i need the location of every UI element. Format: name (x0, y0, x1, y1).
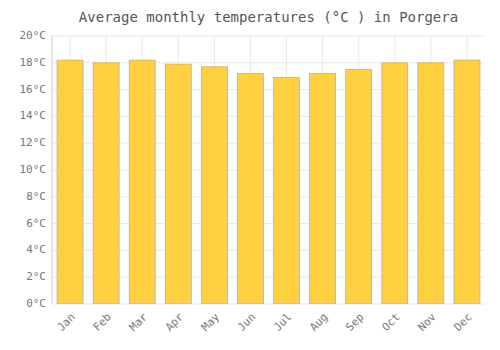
bar (237, 74, 263, 304)
y-tick-label: 6°C (26, 217, 46, 230)
bar (346, 70, 372, 305)
y-axis-line (52, 36, 53, 304)
y-tick-label: 16°C (20, 83, 47, 96)
x-tick-label: Apr (163, 310, 187, 334)
bar (201, 67, 227, 304)
title: Average monthly temperatures (°C ) in Po… (79, 9, 458, 25)
bar (274, 78, 300, 304)
bar (382, 63, 408, 304)
y-tick-label: 12°C (20, 136, 47, 149)
bars (57, 60, 480, 304)
chart-container: 0°C 2°C 4°C 6°C 8°C 10°C 12°C 14°C 16°C 18°C 20°C J… (0, 0, 500, 350)
chart: 0°C 2°C 4°C 6°C 8°C 10°C 12°C 14°C 16°C 18°C 20°C J… (0, 0, 500, 350)
bar (129, 60, 155, 304)
x-tick-label: Mar (127, 310, 151, 334)
y-tick-label: 8°C (26, 190, 46, 203)
bar (454, 60, 480, 304)
y-tick-label: 10°C (20, 163, 47, 176)
x-tick-label: Aug (307, 311, 330, 334)
x-tick-label: Feb (91, 311, 114, 334)
x-tick-label: Sep (343, 311, 366, 334)
x-tick-label: Nov (415, 310, 439, 334)
bar (93, 63, 119, 304)
x-tick-label: Oct (379, 311, 402, 334)
x-tick-label: May (199, 310, 223, 334)
y-tick-label: 14°C (20, 109, 47, 122)
y-tick-label: 4°C (26, 243, 46, 256)
x-tick-label: Jul (271, 311, 294, 334)
grid (52, 36, 485, 304)
y-axis: 0°C 2°C 4°C 6°C 8°C 10°C 12°C 14°C 16°C 18°C 20°C (20, 29, 47, 310)
bar (418, 63, 444, 304)
x-tick-label: Dec (451, 311, 474, 334)
bar (57, 60, 83, 304)
y-tick-label: 2°C (26, 270, 46, 283)
y-tick-label: 18°C (20, 56, 47, 69)
y-tick-label: 20°C (20, 29, 47, 42)
x-tick-label: Jan (55, 311, 78, 334)
y-tick-label: 0°C (26, 297, 46, 310)
bar (165, 64, 191, 304)
grid-line-y (52, 36, 485, 37)
x-tick-label: Jun (235, 311, 258, 334)
bar (310, 74, 336, 304)
x-axis: Jan Feb Mar Apr May Jun Jul Aug Sep Oct Nov Dec (55, 310, 475, 334)
